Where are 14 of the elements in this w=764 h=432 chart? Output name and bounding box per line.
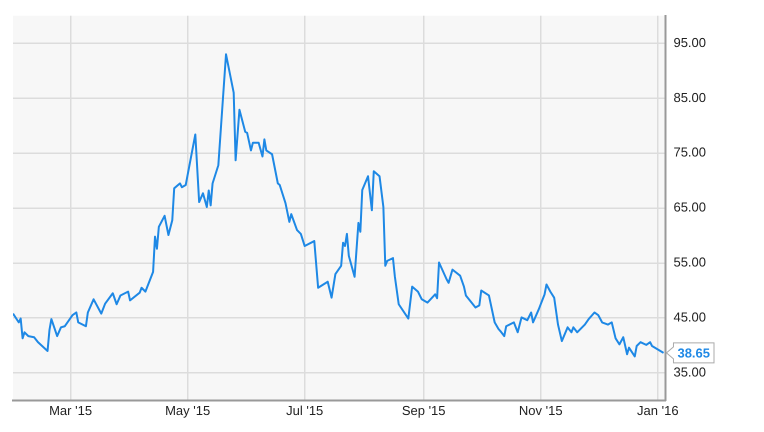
x-tick-label: Jul '15 xyxy=(286,402,324,418)
y-tick-label: 45.00 xyxy=(673,310,706,325)
x-tick-label: Jan '16 xyxy=(637,402,679,418)
y-tick-label: 35.00 xyxy=(673,364,706,380)
y-tick-label: 75.00 xyxy=(673,144,706,160)
x-tick-label: May '15 xyxy=(165,402,210,418)
x-tick-label: Sep '15 xyxy=(402,402,446,418)
y-tick-label: 85.00 xyxy=(673,90,706,105)
x-tick-label: Mar '15 xyxy=(49,402,92,418)
y-tick-label: 55.00 xyxy=(673,254,706,270)
annotation: 38.65 xyxy=(677,345,710,360)
y-tick-label: 65.00 xyxy=(673,200,706,215)
y-tick-label: 95.00 xyxy=(673,34,706,50)
x-tick-label: Nov '15 xyxy=(518,402,563,418)
